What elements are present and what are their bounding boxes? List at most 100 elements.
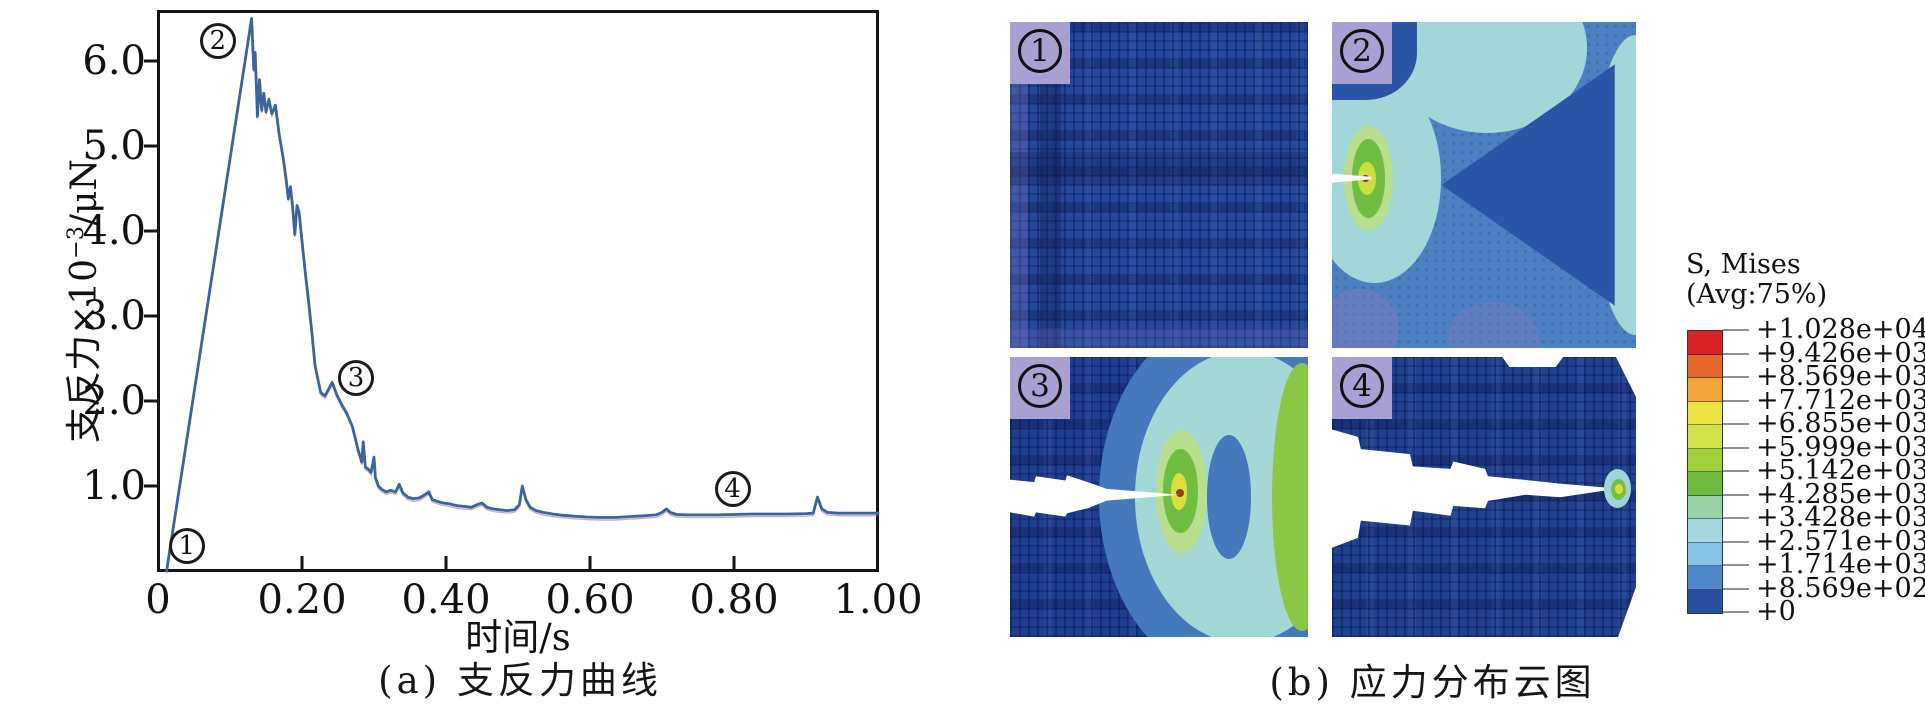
stress-oval-blue (1206, 435, 1252, 559)
legend-tick-line (1723, 376, 1749, 378)
contour-panel-1: 1 (1010, 22, 1308, 348)
legend-band-divider (1687, 424, 1723, 425)
legend-band-divider (1687, 471, 1723, 472)
legend-swatch (1688, 354, 1722, 378)
axis-tick-marks (144, 59, 736, 571)
legend-swatch (1688, 448, 1722, 472)
legend-swatch (1688, 401, 1722, 425)
dark-band (1010, 152, 1308, 185)
y-tick-label: 4.0 (82, 208, 146, 254)
legend-swatch (1688, 378, 1722, 402)
x-tick-label: 0.80 (689, 577, 779, 623)
x-tick-label: 0.40 (401, 577, 491, 623)
caption-panel-b: (b) 应力分布云图 (1269, 661, 1596, 704)
edge-tint (1010, 22, 1028, 348)
stress-hotspot-red (1176, 488, 1185, 497)
legend-tick-line (1723, 399, 1749, 402)
legend-band-divider (1687, 447, 1723, 449)
legend-band-divider (1687, 541, 1723, 543)
panel-3-label-square: 3 (1010, 357, 1070, 419)
y-tick-label: 5.0 (82, 123, 146, 169)
legend-value: +1.028e+04 (1756, 314, 1925, 345)
legend-band-divider (1687, 565, 1723, 566)
x-tick-label: 1.00 (833, 577, 923, 623)
legend-value: +5.142e+03 (1756, 455, 1925, 486)
x-tick-label: 0.20 (257, 577, 347, 623)
circled-number-3: 3 (1018, 364, 1062, 408)
caption-panel-a: (a) 支反力曲线 (378, 659, 662, 702)
legend-value: +1.714e+03 (1756, 549, 1925, 580)
crack-notch (1332, 173, 1372, 183)
legend-swatch (1688, 589, 1722, 613)
legend-swatch (1688, 495, 1722, 519)
legend-value: +8.569e+03 (1756, 361, 1925, 392)
plot-border (157, 10, 879, 572)
legend-swatch (1688, 472, 1722, 496)
legend-color-bar (1687, 330, 1723, 614)
legend-tick-line (1723, 446, 1749, 449)
legend-swatch (1688, 425, 1722, 449)
legend-tick-line (1723, 517, 1749, 519)
contour-panel-2: 2 (1332, 22, 1636, 348)
y-axis-title-unit: /μN (64, 159, 105, 227)
y-tick-label: 2.0 (82, 378, 146, 424)
legend-band-divider (1687, 400, 1723, 402)
x-axis-title: 时间/s (465, 616, 571, 659)
legend-tick-line (1723, 352, 1749, 355)
legend-swatch (1688, 566, 1722, 590)
y-tick-label: 6.0 (82, 38, 146, 84)
legend-title: S, Mises (Avg:75%) (1686, 250, 1827, 310)
legend-band-divider (1687, 494, 1723, 496)
stage-marker-2: 2 (199, 22, 236, 59)
y-tick-label: 3.0 (82, 293, 146, 339)
stage-marker-1: 1 (168, 527, 205, 564)
contour-panel-3: 3 (1010, 357, 1308, 637)
legend-value: +9.426e+03 (1756, 337, 1925, 369)
edge-tint (1010, 328, 1308, 348)
legend-tick-line (1723, 423, 1749, 425)
circled-number-2: 2 (1340, 29, 1384, 73)
legend-value: +6.855e+03 (1756, 408, 1925, 439)
x-tick-label: 0 (145, 577, 171, 623)
y-tick-label: 1.0 (82, 463, 146, 509)
stress-hotspot-yellow (1614, 484, 1623, 495)
legend-title-line2: (Avg:75%) (1686, 279, 1828, 310)
legend-value: +0 (1756, 596, 1796, 627)
circled-number-4: 4 (1340, 364, 1384, 408)
dark-band (1039, 22, 1061, 348)
legend-tick-line (1723, 329, 1749, 331)
y-axis-title-main: 支反力×10 (64, 258, 105, 443)
legend-value: +8.569e+02 (1756, 572, 1925, 604)
legend-band-divider (1687, 588, 1723, 590)
panel-2-label-square: 2 (1332, 22, 1392, 84)
legend-tick-line (1723, 493, 1749, 496)
legend-tick-line (1723, 611, 1749, 613)
reaction-force-chart (144, 10, 880, 574)
legend-band-divider (1687, 518, 1723, 519)
legend-value: +4.285e+03 (1756, 478, 1925, 510)
edge-notch (1502, 357, 1564, 367)
panel-1-label-square: 1 (1010, 22, 1070, 84)
x-tick-label: 0.60 (545, 577, 635, 623)
legend-value: +2.571e+03 (1756, 525, 1925, 557)
legend-value: +7.712e+03 (1756, 384, 1925, 416)
tint-blob (1447, 302, 1539, 348)
reaction-force-curve (165, 17, 880, 573)
stage-marker-3: 3 (338, 360, 374, 397)
legend-swatch (1688, 331, 1722, 355)
legend-value: +3.428e+03 (1756, 502, 1925, 533)
legend-title-line1: S, Mises (1686, 249, 1801, 280)
legend-tick-line (1723, 470, 1749, 472)
legend-tick-line (1723, 587, 1749, 590)
contour-panel-4: 4 (1332, 357, 1636, 637)
circled-number-1: 1 (1018, 29, 1062, 73)
legend-tick-line (1723, 540, 1749, 543)
legend-swatch (1688, 519, 1722, 543)
panel-4-label-square: 4 (1332, 357, 1392, 419)
legend-swatch (1688, 542, 1722, 566)
legend-band-divider (1687, 353, 1723, 355)
stage-marker-4: 4 (714, 470, 751, 507)
y-axis-title-exponent: −3 (63, 226, 89, 259)
y-axis-title: 支反力×10−3/μN (55, 51, 105, 551)
